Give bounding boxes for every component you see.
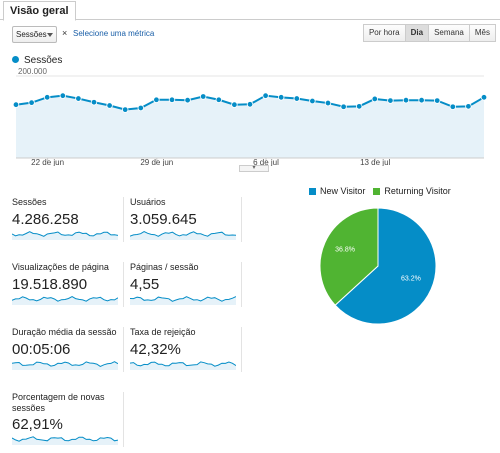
- metric-select-value: Sessões: [16, 30, 47, 39]
- metric-label: Duração média da sessão: [12, 327, 117, 337]
- series-color-dot: [12, 56, 19, 63]
- legend-swatch: [373, 187, 381, 195]
- legend-label: Returning Visitor: [384, 186, 451, 196]
- sparkline: [12, 436, 118, 445]
- data-point[interactable]: [12, 101, 20, 108]
- visitor-type-pie-chart: 63.2% 36.8%: [319, 207, 437, 325]
- x-tick-label: 29 de jun: [140, 158, 173, 166]
- metric-label: Taxa de rejeição: [130, 327, 196, 337]
- data-point[interactable]: [309, 97, 316, 105]
- data-point[interactable]: [278, 94, 285, 101]
- weekly-button[interactable]: Semana: [428, 24, 470, 42]
- chart-legend: Sessões: [12, 55, 62, 66]
- data-point[interactable]: [449, 103, 456, 110]
- data-point[interactable]: [340, 103, 347, 110]
- data-point[interactable]: [231, 101, 238, 108]
- data-point[interactable]: [75, 95, 82, 102]
- data-point[interactable]: [153, 96, 160, 103]
- x-tick-label: 22 de jun: [31, 158, 64, 166]
- data-point[interactable]: [480, 94, 488, 101]
- pie-legend-item: New Visitor: [309, 186, 365, 196]
- sparkline: [12, 361, 118, 370]
- sessions-area: [16, 95, 484, 158]
- tab-overview[interactable]: Visão geral: [3, 1, 76, 21]
- pie-slice[interactable]: [334, 207, 437, 325]
- data-point[interactable]: [246, 101, 254, 108]
- data-point[interactable]: [262, 92, 269, 99]
- daily-button[interactable]: Dia: [404, 24, 430, 42]
- metric-card-pageviews[interactable]: Visualizações de página 19.518.890: [12, 262, 124, 307]
- pie-legend-item: Returning Visitor: [373, 186, 451, 196]
- tab-bar: Visão geral: [0, 0, 500, 21]
- metric-value: 62,91%: [12, 416, 63, 433]
- y-tick-label: 200.000: [18, 68, 47, 76]
- granularity-buttons: Por hora Dia Semana Mês: [362, 24, 496, 42]
- metric-label: Visualizações de página: [12, 262, 109, 272]
- data-point[interactable]: [44, 94, 51, 101]
- data-point[interactable]: [106, 102, 113, 109]
- x-tick-label: 13 de jul: [360, 158, 390, 166]
- sparkline: [12, 296, 118, 305]
- sparkline: [130, 296, 236, 305]
- data-point[interactable]: [28, 99, 35, 106]
- metric-value: 3.059.645: [130, 211, 197, 228]
- select-metric-link[interactable]: Selecione uma métrica: [73, 29, 155, 38]
- data-point[interactable]: [168, 96, 176, 103]
- data-point[interactable]: [324, 99, 332, 107]
- data-point[interactable]: [465, 103, 472, 110]
- legend-swatch: [309, 187, 316, 195]
- close-icon[interactable]: ×: [62, 28, 68, 38]
- data-point[interactable]: [137, 104, 144, 112]
- pie-slice-label: 36.8%: [335, 247, 355, 254]
- hourly-button[interactable]: Por hora: [362, 24, 406, 42]
- x-tick-label: 6 de jul: [253, 158, 279, 166]
- pie-slice-label: 63.2%: [401, 275, 421, 282]
- data-point[interactable]: [59, 92, 66, 99]
- data-point[interactable]: [199, 93, 207, 100]
- data-point[interactable]: [293, 95, 300, 102]
- metric-label: Sessões: [12, 197, 47, 207]
- metric-card-users[interactable]: Usuários 3.059.645: [130, 197, 242, 242]
- monthly-button[interactable]: Mês: [468, 24, 496, 42]
- metric-card-avg-duration[interactable]: Duração média da sessão 00:05:06: [12, 327, 124, 372]
- metric-value: 19.518.890: [12, 276, 88, 293]
- pie-slice[interactable]: [319, 207, 379, 306]
- data-point[interactable]: [418, 96, 425, 104]
- metric-select[interactable]: Sessões: [12, 26, 57, 43]
- series-name: Sessões: [24, 55, 63, 66]
- metric-card-sessions[interactable]: Sessões 4.286.258: [12, 197, 124, 242]
- data-point[interactable]: [90, 99, 98, 106]
- legend-label: New Visitor: [320, 186, 366, 196]
- sparkline: [130, 361, 236, 370]
- data-point[interactable]: [184, 96, 191, 104]
- metric-card-new-sessions[interactable]: Porcentagem de novas sessões 62,91%: [12, 392, 124, 447]
- metric-value: 4,55: [130, 276, 160, 293]
- data-point[interactable]: [121, 106, 129, 113]
- data-point[interactable]: [402, 96, 410, 104]
- metric-label: Páginas / sessão: [130, 262, 199, 272]
- data-point[interactable]: [387, 97, 394, 104]
- metric-value: 4.286.258: [12, 211, 79, 228]
- chart-expand-handle[interactable]: ▾: [239, 165, 269, 172]
- pie-legend: New Visitor Returning Visitor: [309, 186, 459, 196]
- sparkline: [12, 231, 118, 240]
- data-point[interactable]: [356, 103, 363, 110]
- metric-label: Usuários: [130, 197, 166, 207]
- sparkline: [130, 231, 236, 240]
- metric-value: 42,32%: [130, 341, 181, 358]
- metric-value: 00:05:06: [12, 341, 71, 358]
- metric-label: Porcentagem de novas sessões: [12, 392, 105, 413]
- chart-toolbar: Sessões × Selecione uma métrica Por hora…: [0, 24, 500, 46]
- chevron-down-icon: [47, 33, 53, 37]
- metric-card-bounce-rate[interactable]: Taxa de rejeição 42,32%: [130, 327, 242, 372]
- data-point[interactable]: [371, 95, 378, 103]
- data-point[interactable]: [215, 96, 222, 103]
- metric-card-pages-per-session[interactable]: Páginas / sessão 4,55: [130, 262, 242, 307]
- data-point[interactable]: [434, 97, 441, 104]
